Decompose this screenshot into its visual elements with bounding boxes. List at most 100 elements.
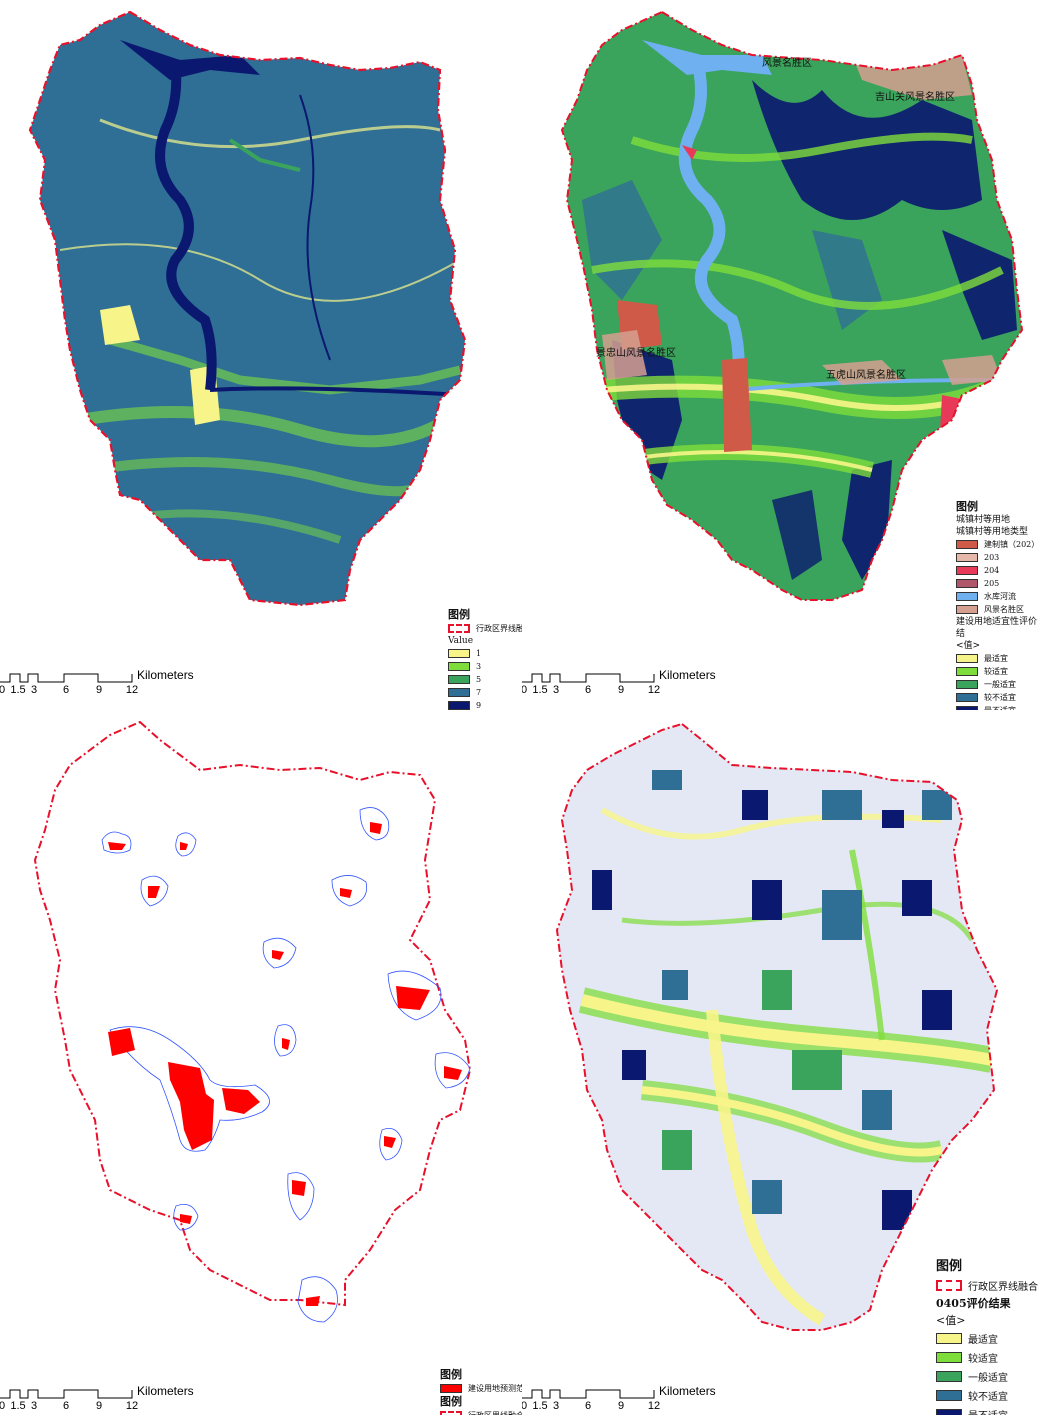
scale-tick: 9 <box>95 684 103 696</box>
legend-swatch <box>936 1333 962 1344</box>
legend-item: 最适宜 <box>956 652 1045 665</box>
legend-item-boundary: 行政区界线融合 <box>440 1409 522 1415</box>
legend-bottom-left: 图例 建设用地预测范 图例 行政区界线融合 <box>440 1368 522 1415</box>
map-panel-bottom-right: 图例 行政区界线融合 0405评价结果 <值> 最适宜较适宜一般适宜较不适宜最不… <box>522 710 1045 1415</box>
scale-tick: 9 <box>617 684 625 696</box>
legend-label: 7 <box>476 688 482 697</box>
legend-result-sub: <值> <box>936 1314 966 1327</box>
scale-tick: 1.5 <box>532 684 548 696</box>
scale-tick: 1.5 <box>10 1400 26 1412</box>
legend-item: 最不适宜 <box>936 1405 1045 1415</box>
legend-item: 1 <box>448 647 522 660</box>
legend-swatch <box>956 540 978 549</box>
scale-bar-graphic <box>522 673 655 683</box>
legend-item: 9 <box>448 699 522 710</box>
scale-unit: Kilometers <box>137 1384 194 1398</box>
legend-label: 行政区界线融合 <box>468 1410 522 1415</box>
scale-unit: Kilometers <box>659 1384 716 1398</box>
scale-bar-bottom-left: Kilometers 0 1.5 3 6 9 12 <box>0 1384 200 1415</box>
scale-bar-top-right: Kilometers 0 1.5 3 6 9 12 <box>522 668 722 702</box>
legend-swatch <box>956 566 978 575</box>
boundary-swatch <box>936 1280 962 1291</box>
suitability-landuse-map <box>561 11 1023 601</box>
legend-label: 行政区界线融合 <box>968 1282 1038 1293</box>
legend-label: 水库河流 <box>984 592 1016 601</box>
legend-label: 203 <box>984 553 1000 562</box>
scale-tick: 12 <box>125 1400 139 1412</box>
legend-item: 水库河流 <box>956 590 1045 603</box>
legend-item: 204 <box>956 564 1045 577</box>
legend-label: 建制镇（202） <box>984 540 1040 549</box>
legend-swatch <box>936 1390 962 1401</box>
legend-item: 较不适宜 <box>956 691 1045 704</box>
legend-item: 一般适宜 <box>936 1367 1045 1386</box>
scale-bar-bottom-right: Kilometers 0 1.5 3 6 9 12 <box>522 1384 722 1415</box>
legend-swatch <box>956 693 978 702</box>
legend-group-title: 建设用地适宜性评价结 <box>956 617 1038 639</box>
scale-tick: 3 <box>552 1400 560 1412</box>
legend-title: 图例 <box>440 1368 462 1381</box>
scale-tick: 9 <box>95 1400 103 1412</box>
legend-swatch <box>448 662 470 671</box>
admin-boundary <box>33 720 472 1307</box>
legend-item: 建制镇（202） <box>956 538 1045 551</box>
legend-label: 最适宜 <box>984 654 1008 663</box>
legend-swatch <box>448 688 470 697</box>
legend-item: 7 <box>448 686 522 699</box>
place-label: 景忠山风景名胜区 <box>596 348 676 359</box>
legend-title: 图例 <box>936 1259 963 1274</box>
legend-swatch <box>956 654 978 663</box>
scale-tick: 3 <box>552 684 560 696</box>
legend-item: 风景名胜区 <box>956 603 1045 616</box>
legend-swatch <box>936 1409 962 1415</box>
place-label: 风景名胜区 <box>762 58 812 69</box>
suitability-map-value <box>28 10 467 607</box>
legend-group-sub: 城镇村等用地类型 <box>956 527 1029 537</box>
boundary-swatch <box>440 1411 462 1415</box>
legend-label: 较不适宜 <box>984 693 1016 702</box>
scale-tick: 3 <box>30 1400 38 1412</box>
evaluation-result-map <box>556 723 998 1331</box>
legend-label: 较适宜 <box>968 1354 998 1365</box>
legend-item-boundary: 行政区界线融 <box>448 622 522 635</box>
legend-swatch <box>936 1352 962 1363</box>
legend-classes: 1 3 5 7 9 <box>448 647 522 710</box>
scale-tick: 3 <box>30 684 38 696</box>
legend-group-title: 城镇村等用地 <box>956 515 1011 525</box>
scale-bar-graphic <box>0 673 133 683</box>
scale-tick: 0 <box>522 684 528 696</box>
legend-landuse-classes: 建制镇（202） 203 204 205 水库河流风景名胜区 <box>956 538 1045 616</box>
legend-item: 最适宜 <box>936 1329 1045 1348</box>
scale-tick: 1.5 <box>10 684 26 696</box>
legend-classes: 最适宜较适宜一般适宜较不适宜最不适宜 <box>936 1329 1045 1415</box>
scale-tick: 1.5 <box>532 1400 548 1412</box>
scale-unit: Kilometers <box>659 668 716 682</box>
legend-bottom-right: 图例 行政区界线融合 0405评价结果 <值> 最适宜较适宜一般适宜较不适宜最不… <box>936 1258 1045 1415</box>
legend-swatch <box>936 1371 962 1382</box>
legend-item: 205 <box>956 577 1045 590</box>
scale-bar-top-left: Kilometers 0 1.5 3 6 9 12 <box>0 668 200 702</box>
legend-label: 最不适宜 <box>968 1407 1008 1415</box>
scale-tick: 12 <box>647 684 661 696</box>
legend-label: 9 <box>476 701 482 710</box>
legend-item: 203 <box>956 551 1045 564</box>
scale-tick: 6 <box>584 1400 592 1412</box>
scale-tick: 12 <box>125 684 139 696</box>
scale-tick: 9 <box>617 1400 625 1412</box>
legend-result-title: 0405评价结果 <box>936 1297 1011 1310</box>
legend-item: 较不适宜 <box>936 1386 1045 1405</box>
scale-tick: 0 <box>0 684 6 696</box>
scale-tick: 6 <box>62 1400 70 1412</box>
legend-label: 建设用地预测范 <box>468 1384 522 1393</box>
map-panel-top-left: 图例 行政区界线融 Value 1 3 5 7 9 Kilometers 0 1.5 3… <box>0 0 522 710</box>
legend-swatch <box>956 553 978 562</box>
legend-group-sub: <值> <box>956 641 981 651</box>
legend-swatch <box>448 701 470 710</box>
settlement-boundaries <box>101 807 471 1323</box>
legend-top-left: 图例 行政区界线融 Value 1 3 5 7 9 <box>448 608 522 710</box>
legend-title: 图例 <box>448 608 470 621</box>
legend-label: 一般适宜 <box>968 1373 1008 1384</box>
legend-label: 行政区界线融 <box>476 624 522 633</box>
legend-swatch <box>956 680 978 689</box>
scale-tick: 6 <box>62 684 70 696</box>
